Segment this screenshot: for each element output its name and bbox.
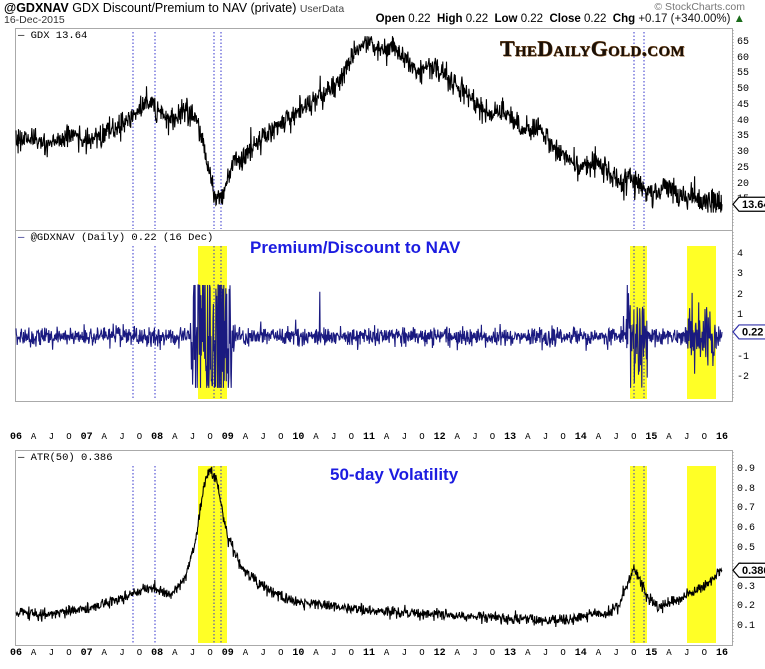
svg-text:0.386: 0.386 bbox=[742, 565, 765, 577]
